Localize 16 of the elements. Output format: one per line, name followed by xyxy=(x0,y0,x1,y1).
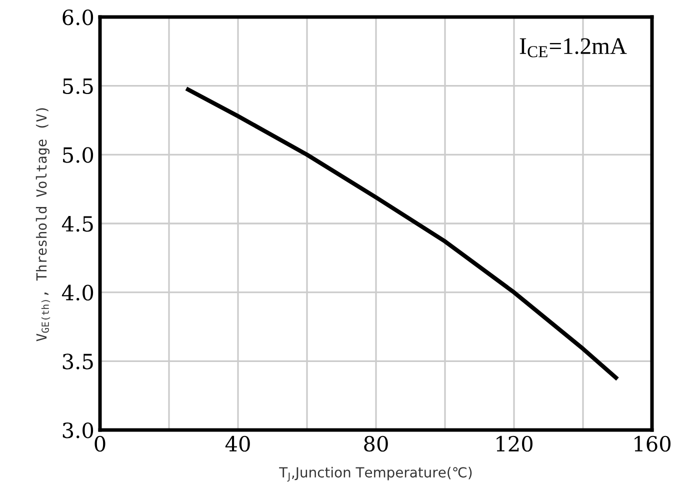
y-tick-label: 3.0 xyxy=(62,422,94,438)
y-tick-label: 5.0 xyxy=(63,147,94,163)
y-tick-label: 5.5 xyxy=(63,78,93,94)
y-axis-title: V$_{GE(th)}$, Threshold Voltage (V) xyxy=(36,108,50,342)
y-tick-label: 3.5 xyxy=(62,354,93,370)
x-tick-label: 120 xyxy=(496,436,532,452)
x-tick-label: 40 xyxy=(225,436,250,452)
x-tick-label: 80 xyxy=(364,436,388,452)
x-tick-label: 160 xyxy=(634,436,670,452)
line-series xyxy=(184,86,620,382)
annotation: I$_{CE}$=1.2mA xyxy=(520,38,627,58)
y-tick-label: 6.0 xyxy=(62,9,94,26)
y-tick-label: 4.0 xyxy=(62,284,94,301)
x-axis-title: T$_{J}$,Junction Temperature(℃) xyxy=(279,466,472,482)
y-tick-label: 4.5 xyxy=(62,216,93,232)
x-tick-label: 0 xyxy=(94,436,106,452)
